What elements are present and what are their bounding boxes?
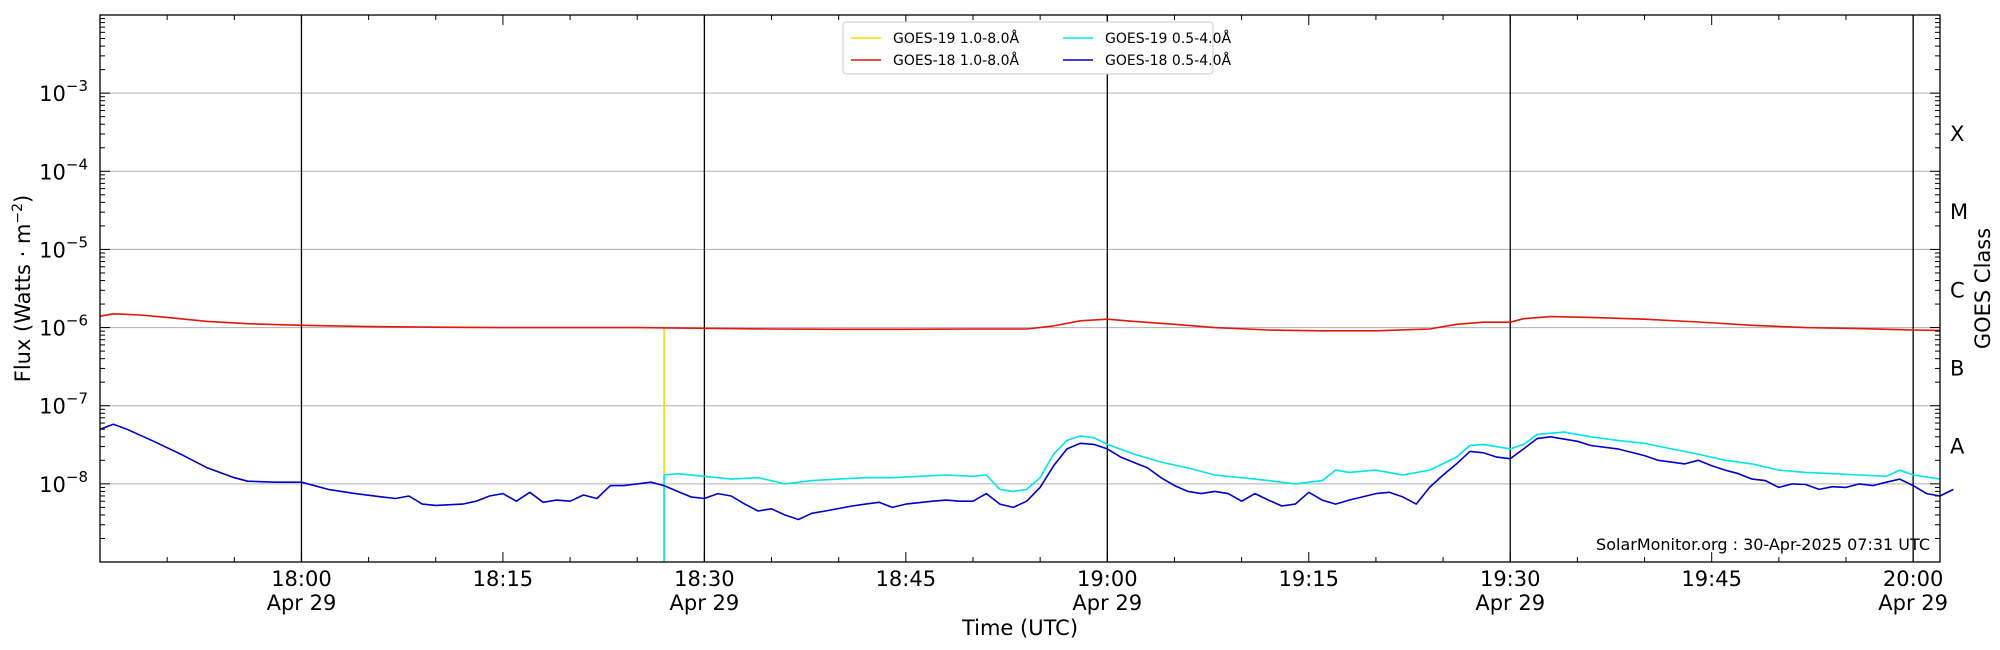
legend-label-4: GOES-18 0.5-4.0Å [1105,52,1231,69]
x-tick-label: 19:45 [1681,567,1742,591]
series-line-3 [663,431,1941,562]
plot-frame [99,14,1941,563]
x-tick-date-label: Apr 29 [670,591,740,615]
series-layer [99,312,1954,562]
y-tick-base: 10 [39,317,66,341]
y-tick-label: 10−6 [39,312,88,341]
series-line-4 [99,423,1954,521]
x-tick-date-label: Apr 29 [267,591,337,615]
goes-class-label: X [1950,122,1964,146]
x-axis-title: Time (UTC) [961,616,1078,640]
x-tick-label: 18:00 [271,567,332,591]
y-tick-exponent: −7 [66,390,88,408]
x-tick-label: 18:45 [876,567,937,591]
goes-class-label: B [1950,356,1964,380]
goes-class-axis-title: GOES Class [1971,228,1995,349]
y-tick-base: 10 [39,82,66,106]
half-hour-lines [300,15,1914,562]
y-tick-exponent: −8 [66,468,88,486]
y-tick-base: 10 [39,473,66,497]
x-tick-label: 20:00 [1883,567,1944,591]
y-tick-labels: 10−810−710−610−510−410−3 [39,77,88,497]
y-tick-exponent: −6 [66,312,88,330]
x-tick-label: 18:15 [473,567,534,591]
y-tick-label: 10−7 [39,390,88,419]
goes-class-labels: A B C M X [1950,122,1968,459]
legend-label-1: GOES-19 1.0-8.0Å [893,30,1019,47]
grid-layer [100,92,1940,485]
x-tick-label: 18:30 [674,567,735,591]
legend: GOES-19 1.0-8.0Å GOES-18 1.0-8.0Å GOES-19 … [842,21,1231,75]
x-tick-label: 19:00 [1077,567,1138,591]
y-tick-exponent: −3 [66,77,88,95]
goes-class-label: A [1950,435,1965,459]
y-tick-base: 10 [39,395,66,419]
y-axis-title-exponent: −2 [10,203,26,224]
y-axis-title-main: Flux (Watts · m [11,224,35,383]
x-tick-date-label: Apr 29 [1878,591,1948,615]
y-tick-label: 10−3 [39,77,88,106]
goes-class-label: C [1950,278,1965,302]
goes-class-label: M [1950,200,1968,224]
legend-label-3: GOES-19 0.5-4.0Å [1105,30,1231,47]
x-tick-date-label: Apr 29 [1475,591,1545,615]
tick-layer [100,15,1940,563]
y-tick-base: 10 [39,238,66,262]
y-axis-title: Flux (Watts · m−2) [10,195,35,383]
legend-label-2: GOES-18 1.0-8.0Å [893,52,1019,69]
y-tick-label: 10−8 [39,468,88,497]
y-tick-label: 10−5 [39,233,88,262]
credit-text: SolarMonitor.org : 30-Apr-2025 07:31 UTC [1596,535,1930,554]
series-line-2 [99,312,1941,332]
legend-box [842,21,1214,75]
x-tick-label: 19:30 [1480,567,1541,591]
y-axis-title-tail: ) [11,195,35,203]
x-tick-date-label: Apr 29 [1072,591,1142,615]
y-tick-exponent: −5 [66,233,88,251]
y-tick-exponent: −4 [66,155,88,173]
x-tick-label: 19:15 [1278,567,1339,591]
y-tick-label: 10−4 [39,155,88,184]
y-tick-base: 10 [39,160,66,184]
